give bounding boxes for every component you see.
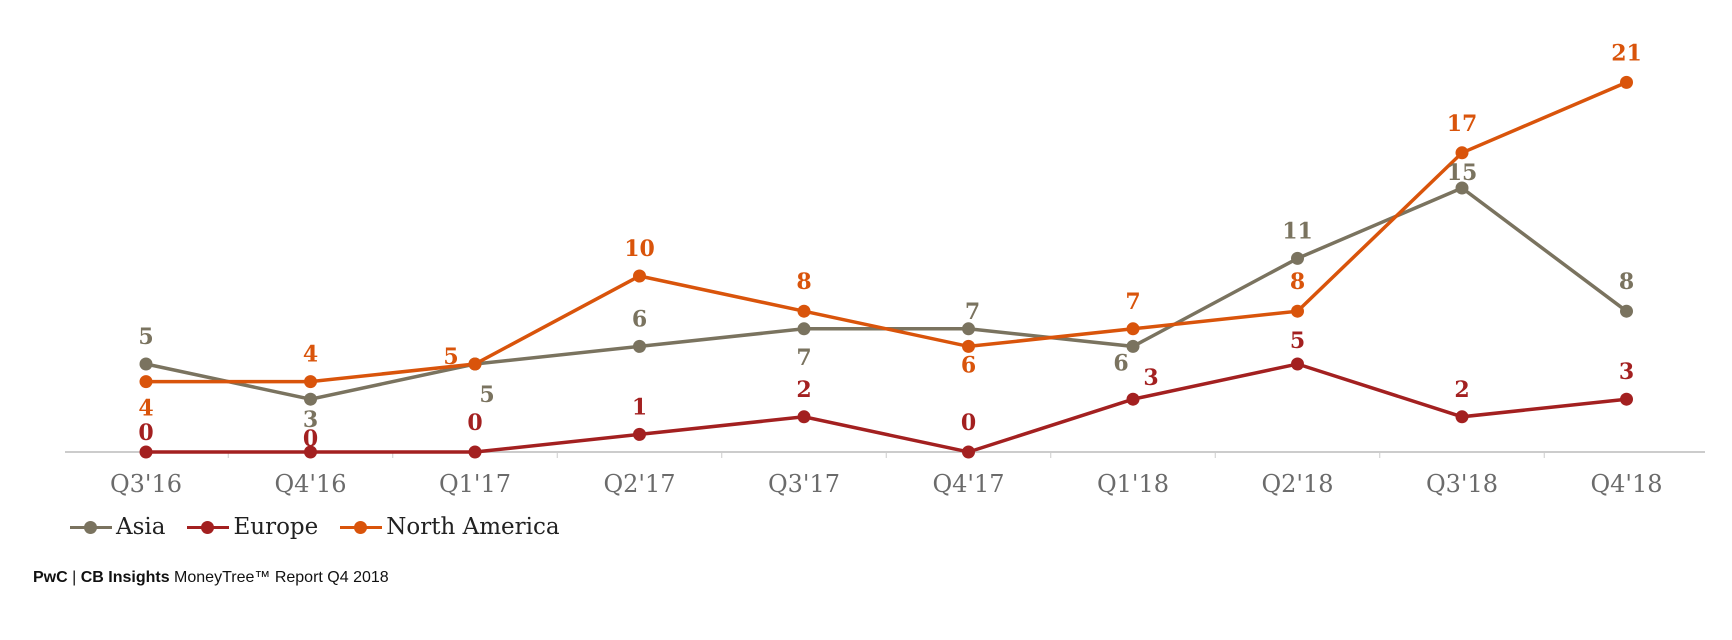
footer-separator: | [67,569,81,586]
data-point-north-america [962,339,975,353]
series-line-asia [145,185,1628,401]
data-point-north-america [1126,322,1140,336]
legend: Asia Europe North America [70,514,560,540]
data-label-asia: 8 [1619,269,1634,295]
data-label-europe: 5 [1290,328,1305,354]
series-line-europe [146,362,1627,454]
data-point-asia [139,357,153,371]
data-label-europe: 0 [961,410,976,436]
data-point-europe [139,445,153,459]
data-point-north-america [1620,75,1633,89]
legend-item-asia: Asia [70,514,165,540]
footer-report-title: MoneyTree™ Report Q4 2018 [169,569,389,586]
data-point-europe [797,410,811,424]
x-tick-label: Q3'16 [110,470,182,498]
data-point-europe [633,427,646,441]
data-point-europe [304,445,317,459]
x-tick-label: Q4'17 [932,470,1004,498]
data-label-north-america: 8 [796,269,811,295]
data-label-europe: 0 [467,410,482,436]
data-label-europe: 0 [138,420,153,446]
data-label-asia: 5 [479,382,494,408]
data-label-north-america: 5 [443,344,458,370]
series-group [139,75,1633,459]
x-tick-label: Q1'18 [1097,470,1169,498]
data-point-north-america [468,357,482,371]
legend-label-asia: Asia [116,514,166,540]
data-point-europe [468,445,482,459]
data-label-asia: 11 [1282,218,1313,244]
data-label-north-america: 10 [624,236,655,262]
data-label-asia: 7 [965,299,980,325]
data-point-europe [1620,392,1633,406]
data-point-asia [1455,181,1469,195]
footer-brand-cbinsights: CB Insights [80,569,170,586]
data-point-asia [1291,251,1304,265]
x-tick-label: Q2'17 [603,470,675,498]
data-label-asia: 6 [1113,350,1128,376]
data-point-asia [304,392,317,406]
data-label-north-america: 6 [961,352,976,378]
data-point-north-america [1291,304,1304,318]
data-label-europe: 1 [632,394,647,420]
data-label-north-america: 17 [1447,111,1478,137]
data-point-asia [1126,339,1140,353]
series-line-north-america [146,80,1628,384]
data-point-asia [797,322,811,336]
data-label-asia: 3 [303,407,318,433]
data-label-europe: 0 [303,426,318,452]
data-point-north-america [1455,146,1469,160]
x-tick-label: Q3'18 [1426,470,1498,498]
legend-label-north-america: North America [386,514,560,540]
data-label-asia: 6 [632,306,647,332]
x-tick-label: Q2'18 [1261,470,1333,498]
data-label-europe: 3 [1143,365,1158,391]
data-point-north-america [139,375,153,389]
data-point-europe [1126,392,1140,406]
data-label-asia: 5 [138,324,153,350]
data-label-europe: 2 [1454,377,1469,403]
legend-swatch-asia [70,520,112,534]
data-label-asia: 7 [796,345,811,371]
footer-source: PwC | CB Insights MoneyTree™ Report Q4 2… [33,569,389,587]
data-label-europe: 3 [1619,359,1634,385]
x-tick-label: Q4'18 [1590,470,1662,498]
legend-swatch-north-america [340,520,383,534]
data-point-north-america [304,375,317,389]
footer-brand-pwc: PwC [33,569,68,586]
data-point-europe [1291,357,1304,371]
legend-item-north-america: North America [340,514,560,540]
line-chart: Q3'16 Q4'16 Q1'17 Q2'17 Q3'17 Q4'17 Q1'18 Q2'18… [65,40,1705,498]
legend-swatch-europe [187,520,230,534]
data-label-europe: 2 [796,377,811,403]
data-label-north-america: 7 [1125,289,1140,315]
legend-item-europe: Europe [187,514,318,540]
data-point-asia [633,339,646,353]
data-point-europe [1455,410,1469,424]
legend-label-europe: Europe [233,514,319,540]
data-point-europe [962,445,975,459]
data-label-north-america: 4 [303,342,318,368]
data-label-north-america: 8 [1290,269,1305,295]
data-label-asia: 15 [1447,160,1478,186]
data-point-asia [962,322,975,336]
x-tick-label: Q3'17 [768,470,840,498]
data-point-north-america [633,269,646,283]
x-axis-ticks: Q3'16 Q4'16 Q1'17 Q2'17 Q3'17 Q4'17 Q1'18 Q2'18… [110,452,1663,498]
data-label-north-america: 4 [138,396,153,422]
data-label-north-america: 21 [1611,40,1642,66]
x-tick-label: Q1'17 [439,470,511,498]
x-tick-label: Q4'16 [274,470,346,498]
data-point-asia [1620,304,1633,318]
data-point-north-america [797,304,811,318]
